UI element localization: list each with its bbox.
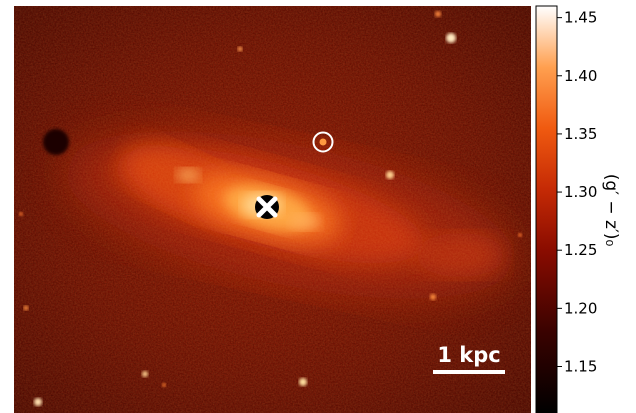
circle-marker — [312, 131, 334, 153]
galaxy-image: 1 kpc — [14, 6, 531, 413]
scale-bar-label: 1 kpc — [437, 343, 500, 367]
colorbar-tick-label: 1.45 — [564, 9, 597, 27]
point-sources — [19, 11, 522, 406]
colorbar-label: (g′ − z′)₀ — [601, 174, 621, 247]
colorbar-tick-label: 1.35 — [564, 125, 597, 143]
colorbar-ticks: 1.15 1.20 1.25 1.30 1.35 1.40 1.45 — [557, 9, 597, 375]
colorbar-tick-label: 1.40 — [564, 67, 597, 85]
scale-bar: 1 kpc — [433, 343, 505, 374]
colorbar-tick-label: 1.20 — [564, 299, 597, 317]
colorbar-tick-label: 1.15 — [564, 357, 597, 375]
colorbar: 1.15 1.20 1.25 1.30 1.35 1.40 1.45 (g′ − z′)₀ — [535, 5, 621, 413]
colorbar-gradient — [535, 5, 558, 413]
colorbar-tick-label: 1.25 — [564, 241, 597, 259]
colorbar-tick-label: 1.30 — [564, 183, 597, 201]
cross-marker — [255, 195, 279, 219]
